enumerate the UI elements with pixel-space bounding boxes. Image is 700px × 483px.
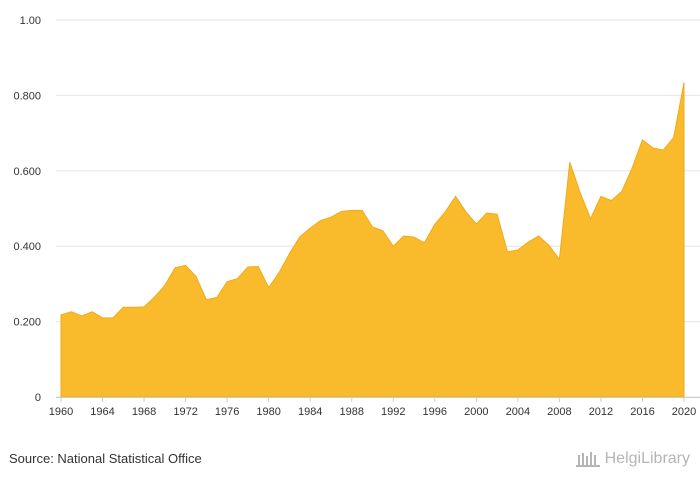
data-point [90,310,94,314]
x-tick-label: 1972 [173,406,197,418]
data-point [225,280,229,284]
data-point [246,265,250,269]
data-point [121,305,125,309]
data-point [360,208,364,212]
data-point [568,160,572,164]
x-tick-label: 1964 [90,406,114,418]
data-point [422,241,426,245]
brand-logo: HelgiLibrary [575,449,690,469]
data-point [277,271,281,275]
data-point [589,217,593,221]
data-point [651,146,655,150]
data-point [236,277,240,281]
data-point [599,194,603,198]
data-point [350,208,354,212]
data-point [557,257,561,261]
data-point [402,234,406,238]
data-point [215,295,219,299]
data-point [485,211,489,215]
y-axis: 0 0.200 0.400 0.600 0.800 1.00 [13,15,41,404]
data-point [578,191,582,195]
x-tick-label: 1976 [215,406,239,418]
data-point [433,222,437,226]
x-tick-label: 2008 [547,406,571,418]
data-point [443,210,447,214]
x-tick-label: 2004 [506,406,530,418]
data-point [80,314,84,318]
data-point [152,295,156,299]
x-tick-label: 2016 [630,406,654,418]
data-point [620,190,624,194]
x-tick-label: 2020 [672,406,696,418]
x-tick-label: 1960 [49,406,73,418]
data-point [111,316,115,320]
data-point [132,305,136,309]
data-point [287,252,291,256]
data-point [142,305,146,309]
data-point [339,210,343,214]
y-tick-label: 0 [35,392,41,404]
data-point [464,210,468,214]
data-point [661,148,665,152]
data-point [308,226,312,230]
series-area-group [59,81,686,398]
data-point [194,274,198,278]
y-tick-label: 0.200 [13,317,41,329]
data-point [609,199,613,203]
x-tick-label: 1968 [132,406,156,418]
data-point [204,298,208,302]
series-area [60,82,685,398]
data-point [163,283,167,287]
library-logo-icon [575,452,600,467]
data-point [630,166,634,170]
data-point [267,286,271,290]
data-point [640,138,644,142]
data-point [184,263,188,267]
x-tick-label: 1980 [256,406,280,418]
data-point [495,212,499,216]
x-tick-label: 1996 [423,406,447,418]
x-tick-label: 1988 [339,406,363,418]
data-point [412,235,416,239]
data-point [474,222,478,226]
x-axis: 1960 1964 1968 1972 1976 1980 1984 1988 1992 1996… [49,397,700,418]
data-point [381,229,385,233]
y-tick-label: 1.00 [20,15,41,27]
x-tick-label: 2012 [589,406,613,418]
x-tick-label: 1984 [298,406,322,418]
y-tick-label: 0.600 [13,166,41,178]
x-tick-label: 1992 [381,406,405,418]
x-tick-label: 2000 [464,406,488,418]
data-point [526,240,530,244]
data-point [69,310,73,314]
y-tick-label: 0.400 [13,241,41,253]
data-point [298,235,302,239]
data-point [516,248,520,252]
data-point [672,136,676,140]
y-tick-label: 0.800 [13,90,41,102]
data-point [173,266,177,270]
data-point [371,225,375,229]
data-point [59,313,63,317]
data-point [682,81,686,85]
data-point [329,215,333,219]
data-point [537,234,541,238]
data-point [256,265,260,269]
data-point [547,243,551,247]
data-point [319,219,323,223]
data-point [454,194,458,198]
data-point [505,250,509,254]
data-point [101,316,105,320]
source-note: Source: National Statistical Office [9,451,202,466]
data-point [391,244,395,248]
brand-name: HelgiLibrary [604,450,690,467]
